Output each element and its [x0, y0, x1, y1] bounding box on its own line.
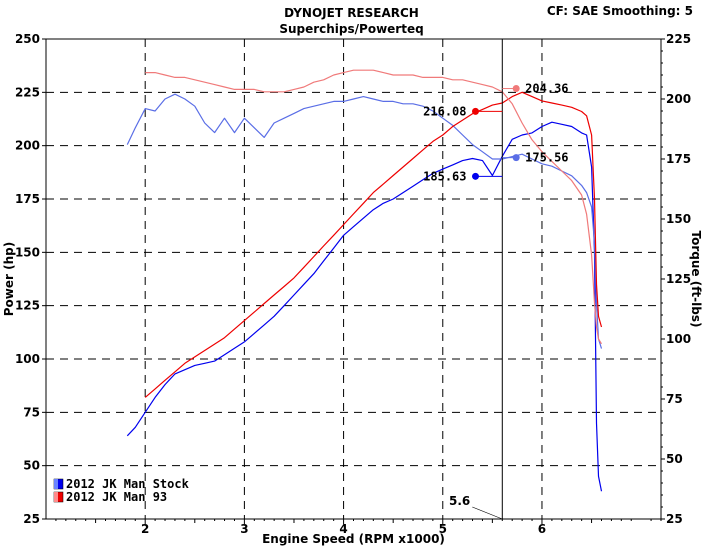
- legend-swatch-highlight: [54, 479, 58, 489]
- y-right-tick-label: 75: [666, 392, 683, 406]
- x-tick-label: 3: [240, 522, 248, 536]
- x-axis-ticks: 2 3 4 5 6: [55, 519, 662, 536]
- marker-label: 216.08: [423, 104, 466, 118]
- x-axis-label: Engine Speed (RPM x1000): [262, 532, 445, 546]
- x-tick-label: 4: [339, 522, 347, 536]
- y-right-tick-label: 25: [666, 512, 683, 526]
- y-left-tick-label: 125: [15, 299, 40, 313]
- marker-label: 204.36: [525, 82, 568, 96]
- chart-subtitle: Superchips/Powerteq: [279, 22, 424, 36]
- y-right-tick-label: 50: [666, 452, 683, 466]
- y-left-tick-label: 175: [15, 192, 40, 206]
- legend-label: 2012 JK Man 93: [66, 490, 167, 504]
- y-left-tick-label: 50: [23, 459, 40, 473]
- settings-readout: CF: SAE Smoothing: 5: [546, 4, 693, 18]
- y-left-tick-label: 25: [23, 512, 40, 526]
- series-line-3: [145, 69, 603, 345]
- marker-dot: [512, 154, 520, 162]
- marker-label: 185.63: [423, 169, 466, 183]
- y-left-tick-label: 75: [23, 405, 40, 419]
- series-line-0: [126, 121, 603, 492]
- x-tick-label: 5: [439, 522, 447, 536]
- y-right-tick-label: 200: [666, 92, 691, 106]
- y-right-tick-label: 100: [666, 332, 691, 346]
- y-left-tick-label: 225: [15, 85, 40, 99]
- y-left-tick-label: 100: [15, 352, 40, 366]
- cursor-layer: 5.6: [449, 39, 503, 520]
- grid-lines: [46, 39, 661, 519]
- y-right-tick-label: 225: [666, 32, 691, 46]
- y-axis-right-label: Torque (ft-lbs): [689, 231, 703, 328]
- y-right-tick-label: 125: [666, 272, 691, 286]
- chart-title: DYNOJET RESEARCH: [284, 6, 419, 20]
- y-left-tick-label: 150: [15, 245, 40, 259]
- marker-dot: [512, 85, 520, 93]
- legend-swatch-highlight: [54, 492, 58, 502]
- y-left-tick-label: 200: [15, 139, 40, 153]
- legend-label: 2012 JK Man Stock: [66, 477, 190, 491]
- y-left-tick-label: 250: [15, 32, 40, 46]
- series-line-2: [144, 91, 603, 398]
- cursor-leader: [472, 506, 503, 520]
- series-layer: [126, 69, 603, 492]
- plot-area: [45, 38, 662, 520]
- y-axis-right-ticks: 25 50 75 100 125 150 175 200 225: [661, 32, 691, 526]
- y-axis-left-label: Power (hp): [2, 242, 16, 316]
- y-axis-left-ticks: 25 50 75 100 125 150 175 200 225 250: [15, 32, 46, 526]
- marker-label: 175.56: [525, 151, 568, 165]
- marker-dot: [472, 107, 480, 115]
- plot-frame: [45, 38, 662, 520]
- series-line-1: [126, 93, 603, 349]
- marker-dot: [472, 172, 480, 180]
- y-right-tick-label: 175: [666, 152, 691, 166]
- cursor-label: 5.6: [449, 494, 470, 508]
- y-right-tick-label: 150: [666, 212, 691, 226]
- marker-layer: 204.36 216.08 175.56 185.63: [423, 82, 568, 184]
- x-tick-label: 2: [141, 522, 149, 536]
- x-tick-label: 6: [538, 522, 546, 536]
